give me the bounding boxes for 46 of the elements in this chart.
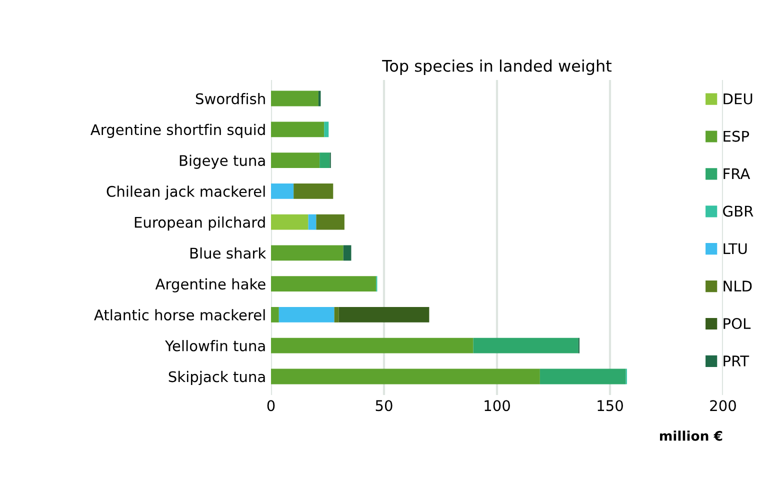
bar xyxy=(271,90,318,106)
y-tick-label: Argentine hake xyxy=(155,278,266,292)
bar xyxy=(271,306,279,322)
legend-label: LTU xyxy=(724,243,747,254)
y-tick-label: Bigeye tuna xyxy=(180,154,265,169)
x-tick-label: 0 xyxy=(267,400,275,412)
bar xyxy=(278,306,334,322)
x-axis-title: million € xyxy=(660,430,722,441)
bar xyxy=(338,306,430,322)
y-tick-label: Atlantic horse mackerel xyxy=(94,309,265,320)
legend-label: DEU xyxy=(724,94,752,104)
bar xyxy=(271,183,294,199)
legend-label: FRA xyxy=(724,168,750,180)
bar xyxy=(334,306,339,322)
y-tick-label: European pilchard xyxy=(134,216,265,231)
bar xyxy=(473,338,578,354)
bar xyxy=(271,152,320,168)
bar xyxy=(294,183,334,199)
legend-label: PRT xyxy=(724,356,750,366)
bar xyxy=(324,122,329,138)
x-tick-label: 150 xyxy=(598,400,623,412)
y-tick-label: Blue shark xyxy=(190,247,266,259)
bar xyxy=(271,368,540,384)
y-tick-label: Swordfish xyxy=(196,92,265,104)
legend-label: ESP xyxy=(724,130,750,142)
x-tick-label: 200 xyxy=(710,400,736,412)
x-tick-label: 100 xyxy=(484,400,510,412)
bar xyxy=(271,276,376,292)
chart-title: Top species in landed weight xyxy=(382,60,612,75)
y-tick-label: Yellowfin tuna xyxy=(165,340,265,352)
x-tick-label: 50 xyxy=(376,400,392,412)
bar xyxy=(320,152,330,168)
bar xyxy=(316,214,344,230)
y-tick-label: Argentine shortfin squid xyxy=(90,124,265,138)
legend-label: GBR xyxy=(723,206,754,217)
y-tick-label: Chilean jack mackerel xyxy=(106,186,265,200)
bar xyxy=(271,245,344,261)
bar xyxy=(540,368,626,384)
legend-label: NLD xyxy=(724,280,752,292)
bar xyxy=(308,214,316,230)
bar xyxy=(271,214,308,230)
y-tick-label: Skipjack tuna xyxy=(168,370,265,386)
bar xyxy=(271,122,324,138)
bar xyxy=(343,245,352,261)
bar xyxy=(271,338,474,354)
legend-label: POL xyxy=(724,318,751,330)
